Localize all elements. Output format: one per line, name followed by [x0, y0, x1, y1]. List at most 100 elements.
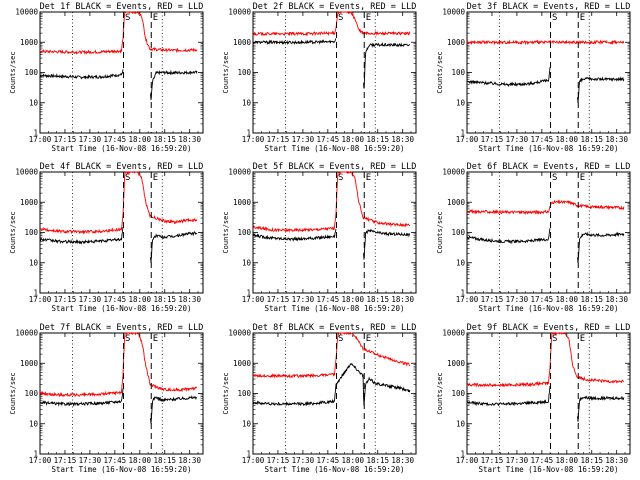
x-tick-label: 17:15: [481, 135, 504, 144]
x-tick-label: 18:15: [580, 295, 603, 304]
x-tick-label: 18:15: [153, 135, 176, 144]
x-tick-label: 17:45: [317, 295, 340, 304]
x-axis-label: Start Time (16-Nov-08 16:59:20): [52, 465, 192, 474]
series-lld: [252, 10, 411, 37]
y-tick-label: 10000: [442, 329, 465, 338]
y-tick-label: 10: [456, 98, 466, 107]
marker-label-s: S: [125, 173, 130, 183]
y-axis-label: Counts/sec: [222, 372, 230, 414]
y-tick-label: 10000: [15, 329, 38, 338]
y-axis-label: Counts/sec: [222, 51, 230, 93]
x-axis-label: Start Time (16-Nov-08 16:59:20): [479, 465, 619, 474]
marker-label-e: E: [366, 13, 371, 23]
y-tick-label: 10: [242, 419, 252, 428]
x-tick-label: 17:15: [54, 135, 77, 144]
x-tick-label: 17:45: [104, 135, 127, 144]
x-tick-label: 18:00: [342, 295, 365, 304]
series-lld: [39, 332, 197, 398]
y-tick-label: 1000: [233, 198, 252, 207]
y-axis-label: Counts/sec: [9, 372, 17, 414]
x-tick-label: 17:15: [481, 456, 504, 465]
panel-det-4: Det 4f BLACK = Events, RED = LLD 1 10 100 10…: [9, 162, 204, 313]
y-tick-label: 100: [24, 68, 38, 77]
x-tick-label: 18:00: [556, 456, 579, 465]
x-tick-label: 18:15: [366, 295, 389, 304]
y-axis-label: Counts/sec: [436, 211, 444, 253]
x-tick-label: 17:00: [29, 456, 52, 465]
y-tick-label: 10000: [442, 168, 465, 177]
panel-det-8: Det 8f BLACK = Events, RED = LLD 1 10 100 10…: [222, 323, 417, 474]
y-tick-label: 1: [246, 129, 251, 138]
series-lld: [252, 332, 411, 379]
x-tick-label: 17:15: [267, 456, 290, 465]
y-tick-label: 10000: [228, 168, 251, 177]
x-tick-label: 18:00: [556, 295, 579, 304]
x-axis-label: Start Time (16-Nov-08 16:59:20): [265, 304, 405, 313]
marker-label-e: E: [580, 13, 585, 23]
y-tick-label: 100: [24, 389, 38, 398]
series-lld: [466, 199, 625, 215]
y-tick-label: 10: [242, 258, 252, 267]
y-tick-label: 1000: [20, 38, 39, 47]
x-axis-label: Start Time (16-Nov-08 16:59:20): [265, 144, 405, 153]
x-tick-label: 17:30: [506, 456, 529, 465]
marker-label-s: S: [552, 334, 557, 344]
series-lld: [39, 10, 198, 55]
marker-label-s: S: [338, 173, 343, 183]
marker-label-s: S: [125, 334, 130, 344]
y-tick-label: 100: [237, 228, 251, 237]
y-tick-label: 1000: [20, 198, 39, 207]
plot-frame: [252, 332, 417, 455]
x-tick-label: 18:00: [129, 456, 152, 465]
y-tick-label: 1: [460, 450, 465, 459]
panel-det-3: Det 3f BLACK = Events, RED = LLD 1 10 100 10…: [436, 2, 631, 153]
marker-label-s: S: [338, 13, 343, 23]
x-tick-label: 18:30: [178, 295, 201, 304]
y-tick-label: 10: [29, 258, 39, 267]
series-lld: [466, 39, 625, 46]
x-axis-label: Start Time (16-Nov-08 16:59:20): [265, 465, 405, 474]
marker-label-e: E: [153, 13, 158, 23]
x-tick-label: 17:45: [104, 456, 127, 465]
marker-label-e: E: [580, 173, 585, 183]
x-tick-label: 17:45: [317, 135, 340, 144]
y-axis-label: Counts/sec: [9, 51, 17, 93]
x-tick-label: 18:00: [342, 456, 365, 465]
x-tick-label: 17:45: [531, 295, 554, 304]
y-tick-label: 100: [451, 389, 465, 398]
y-tick-label: 1: [460, 129, 465, 138]
x-tick-label: 17:15: [481, 295, 504, 304]
x-tick-label: 17:30: [79, 135, 102, 144]
series-events: [252, 228, 411, 260]
x-tick-label: 18:30: [605, 135, 628, 144]
panel-title: Det 7f BLACK = Events, RED = LLD: [40, 323, 204, 333]
marker-label-e: E: [153, 173, 158, 183]
y-tick-label: 10000: [228, 8, 251, 17]
plot-frame: [466, 171, 631, 294]
x-tick-label: 17:00: [456, 456, 479, 465]
panel-det-5: Det 5f BLACK = Events, RED = LLD 1 10 100 10…: [222, 162, 417, 313]
marker-label-s: S: [338, 334, 343, 344]
y-tick-label: 10: [456, 258, 466, 267]
y-axis-label: Counts/sec: [436, 51, 444, 93]
x-tick-label: 18:30: [605, 295, 628, 304]
y-tick-label: 1: [246, 289, 251, 298]
panel-det-1: Det 1f BLACK = Events, RED = LLD 1 10 100 10…: [9, 2, 204, 153]
panel-title: Det 1f BLACK = Events, RED = LLD: [40, 2, 204, 12]
marker-label-s: S: [552, 13, 557, 23]
plot-frame: [252, 11, 417, 134]
x-tick-label: 18:30: [178, 456, 201, 465]
marker-label-e: E: [366, 173, 371, 183]
x-axis-label: Start Time (16-Nov-08 16:59:20): [479, 304, 619, 313]
series-lld: [39, 171, 198, 235]
x-tick-label: 17:00: [242, 135, 265, 144]
y-axis-label: Counts/sec: [436, 372, 444, 414]
series-lld: [252, 170, 411, 234]
marker-label-e: E: [366, 334, 371, 344]
y-tick-label: 1: [33, 450, 38, 459]
x-tick-label: 18:30: [605, 456, 628, 465]
y-tick-label: 10000: [15, 168, 38, 177]
x-tick-label: 18:00: [129, 295, 152, 304]
panel-title: Det 2f BLACK = Events, RED = LLD: [253, 2, 417, 12]
